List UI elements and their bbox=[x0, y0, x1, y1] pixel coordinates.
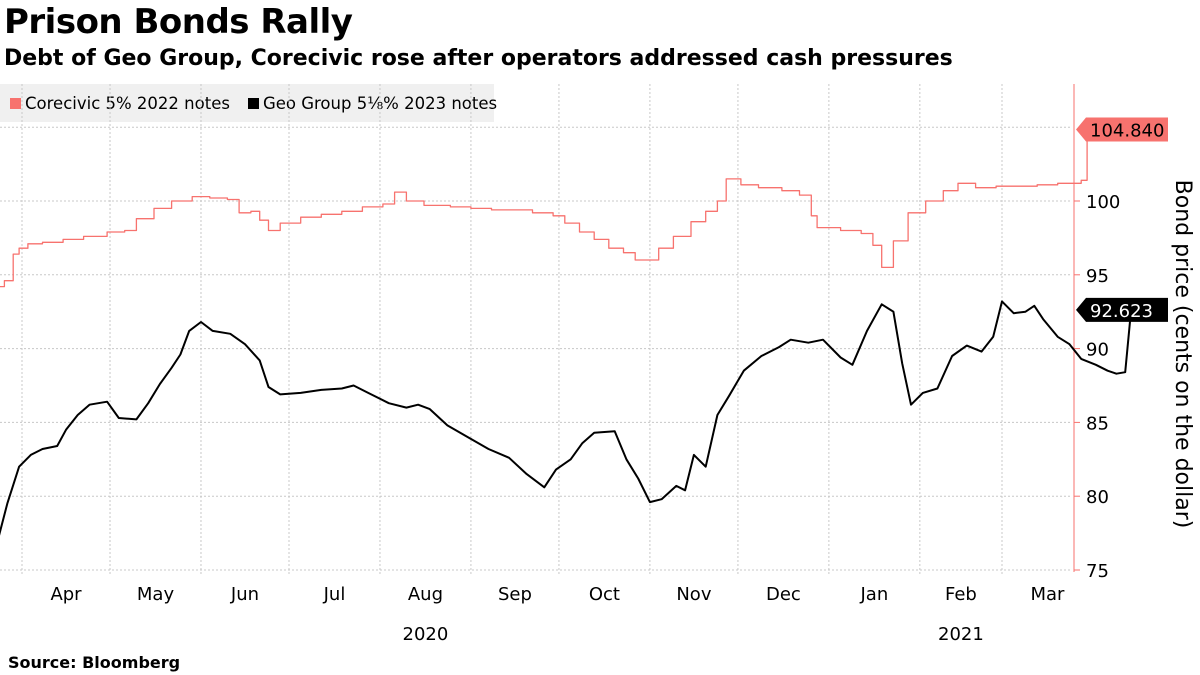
y-tick-label: 100 bbox=[1086, 192, 1120, 213]
y-tick-label: 85 bbox=[1086, 413, 1109, 434]
x-year-label: 2021 bbox=[938, 624, 984, 645]
legend-item-geo: Geo Group 5⅛% 2023 notes bbox=[247, 93, 498, 113]
chart-subtitle: Debt of Geo Group, Corecivic rose after … bbox=[4, 46, 953, 71]
x-tick-label: Jul bbox=[323, 584, 346, 605]
x-tick-label: Oct bbox=[589, 584, 620, 605]
geo-end-tag bbox=[1076, 297, 1168, 322]
x-tick-label: Apr bbox=[50, 584, 82, 605]
y-tick-label: 90 bbox=[1086, 340, 1109, 361]
y-tick-label: 80 bbox=[1086, 487, 1109, 508]
legend-swatch-geo bbox=[247, 97, 259, 109]
y-axis-label: Bond price (cents on the dollar) bbox=[1170, 180, 1195, 529]
x-tick-label: Jun bbox=[230, 584, 259, 605]
y-tick-label: 95 bbox=[1086, 266, 1109, 287]
legend-label-corecivic: Corecivic 5% 2022 notes bbox=[25, 93, 230, 113]
x-tick-label: Mar bbox=[1030, 584, 1065, 605]
corecivic-end-value: 104.840 bbox=[1090, 121, 1164, 142]
corecivic-series-line bbox=[0, 129, 1088, 288]
chart-title: Prison Bonds Rally bbox=[4, 2, 353, 42]
legend-label-geo: Geo Group 5⅛% 2023 notes bbox=[262, 93, 498, 113]
x-tick-label: Dec bbox=[766, 584, 801, 605]
x-tick-label: Jan bbox=[859, 584, 888, 605]
y-tick-label: 75 bbox=[1086, 561, 1109, 582]
x-tick-label: Feb bbox=[945, 584, 977, 605]
x-year-label: 2020 bbox=[403, 624, 449, 645]
x-tick-label: May bbox=[137, 584, 175, 605]
source-note: Source: Bloomberg bbox=[8, 653, 181, 672]
geo-series-line bbox=[0, 300, 1133, 536]
x-tick-label: Aug bbox=[408, 584, 443, 605]
legend: Corecivic 5% 2022 notes Geo Group 5⅛% 20… bbox=[0, 84, 498, 122]
x-tick-label: Nov bbox=[676, 584, 711, 605]
legend-swatch-corecivic bbox=[10, 97, 21, 109]
x-tick-label: Sep bbox=[498, 584, 532, 605]
legend-item-corecivic: Corecivic 5% 2022 notes bbox=[10, 94, 230, 113]
corecivic-end-tag bbox=[1076, 117, 1168, 142]
geo-end-value: 92.623 bbox=[1090, 301, 1153, 322]
